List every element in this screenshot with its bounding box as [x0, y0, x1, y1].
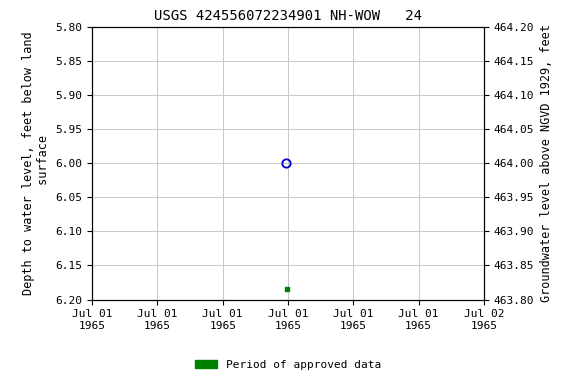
Legend: Period of approved data: Period of approved data	[191, 356, 385, 375]
Y-axis label: Depth to water level, feet below land
 surface: Depth to water level, feet below land su…	[22, 31, 50, 295]
Y-axis label: Groundwater level above NGVD 1929, feet: Groundwater level above NGVD 1929, feet	[540, 24, 552, 302]
Title: USGS 424556072234901 NH-WOW   24: USGS 424556072234901 NH-WOW 24	[154, 9, 422, 23]
